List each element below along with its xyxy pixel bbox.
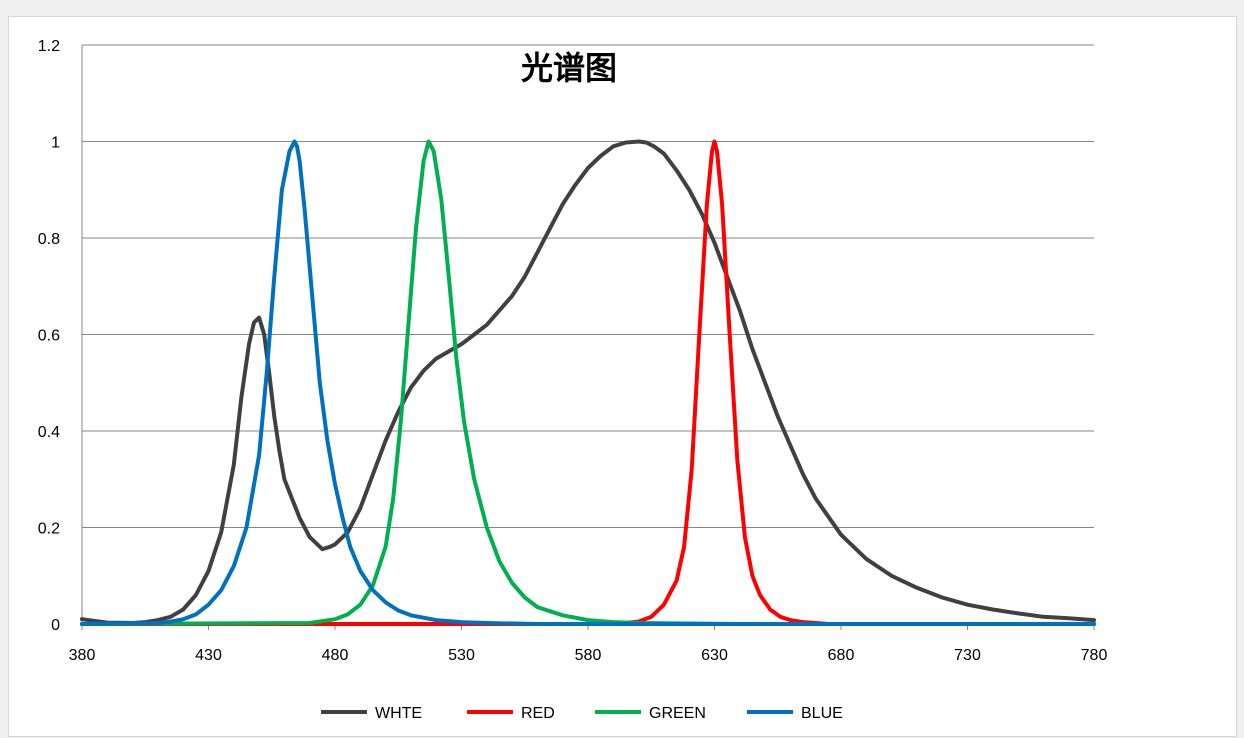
legend-label-red: RED: [521, 705, 555, 722]
y-tick-label: 1.2: [38, 38, 60, 55]
legend: WHTE RED GREEN BLUE: [321, 705, 843, 722]
x-tick-label: 380: [69, 647, 96, 664]
axes: 0 0.2 0.4 0.6 0.8 1 1.2 380 430 480 530 580 630 680 73…: [38, 38, 1108, 664]
legend-label-blue: BLUE: [801, 705, 843, 722]
y-tick-label: 0: [51, 617, 60, 634]
chart-frame: 0 0.2 0.4 0.6 0.8 1 1.2 380 430 480 530 580 630 680 73…: [8, 16, 1237, 737]
legend-label-whte: WHTE: [375, 705, 422, 722]
x-tick-label: 630: [701, 647, 728, 664]
x-tick-label: 780: [1081, 647, 1108, 664]
series-lines: [80, 139, 1096, 626]
y-tick-label: 0.2: [38, 521, 60, 538]
chart-title: 光谱图: [521, 49, 617, 87]
series-line-green: [80, 139, 1096, 626]
x-tick-label: 580: [575, 647, 602, 664]
y-tick-label: 0.6: [38, 328, 60, 345]
series-line-whte: [80, 139, 1096, 625]
y-tick-label: 0.8: [38, 231, 60, 248]
y-tick-label: 0.4: [38, 424, 60, 441]
x-tick-label: 480: [322, 647, 349, 664]
spectrum-chart: 0 0.2 0.4 0.6 0.8 1 1.2 380 430 480 530 580 630 680 73…: [38, 38, 1108, 722]
legend-label-green: GREEN: [649, 705, 706, 722]
y-tick-label: 1: [51, 135, 60, 152]
x-tick-label: 680: [828, 647, 855, 664]
x-tick-label: 730: [954, 647, 981, 664]
series-line-red: [80, 139, 1096, 626]
series-line-blue: [80, 139, 1096, 626]
x-tick-label: 430: [195, 647, 222, 664]
x-tick-label: 530: [448, 647, 475, 664]
